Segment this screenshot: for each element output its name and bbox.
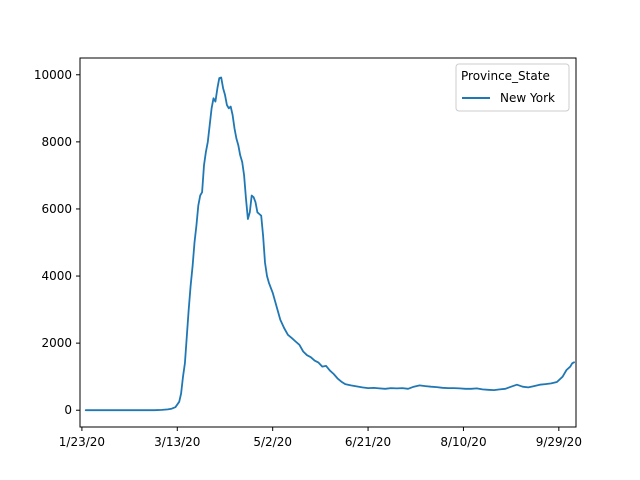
x-axis: 1/23/20 3/13/20 5/2/20 6/21/20 8/10/20 9/29/2…: [59, 427, 582, 449]
y-tick-label: 10000: [34, 68, 72, 82]
y-tick-label: 0: [64, 403, 72, 417]
x-tick-label: 9/29/20: [536, 435, 582, 449]
y-tick-label: 4000: [41, 269, 72, 283]
plot-area: [79, 57, 577, 428]
y-tick-label: 2000: [41, 336, 72, 350]
x-tick-label: 1/23/20: [59, 435, 105, 449]
x-tick-label: 5/2/20: [253, 435, 292, 449]
y-axis: 0 2000 4000 6000 8000 10000: [34, 68, 80, 417]
series-line-new-york: [84, 76, 575, 412]
x-tick-label: 6/21/20: [345, 435, 391, 449]
legend-box: [455, 63, 570, 112]
legend-label-new-york: New York: [500, 91, 555, 105]
legend-title: Province_State: [461, 69, 550, 83]
legend: Province_State New York: [455, 63, 570, 112]
y-tick-label: 8000: [41, 135, 72, 149]
x-tick-label: 3/13/20: [154, 435, 200, 449]
x-tick-label: 8/10/20: [440, 435, 486, 449]
series-layer: [84, 76, 575, 412]
y-tick-label: 6000: [41, 202, 72, 216]
